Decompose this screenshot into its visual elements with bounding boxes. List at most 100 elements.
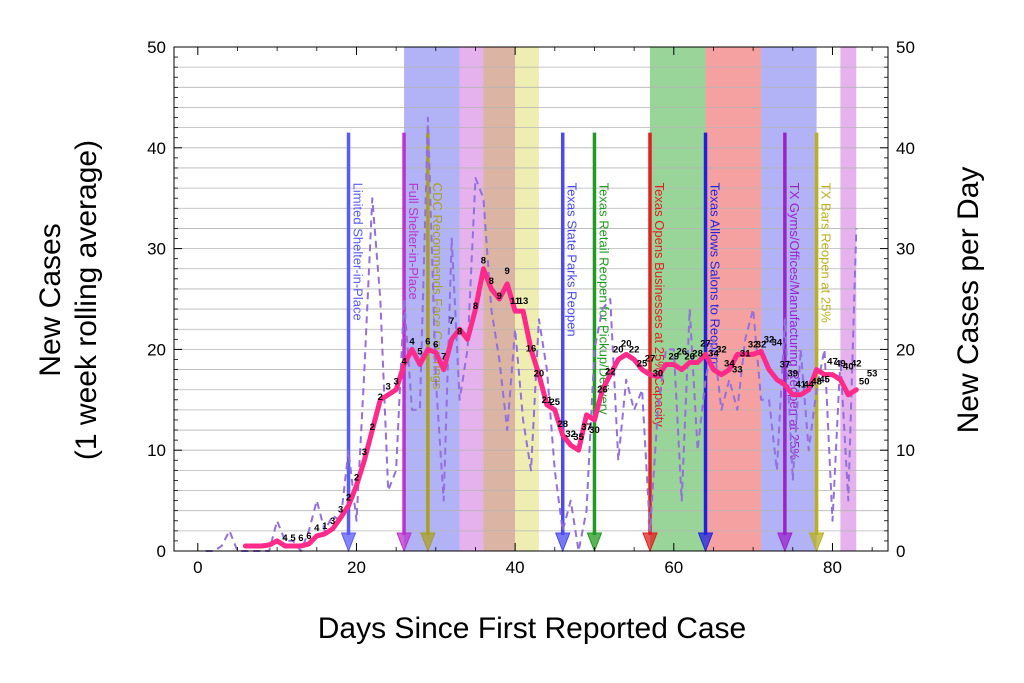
data-point-label: 28 <box>557 419 568 430</box>
data-point-label: 16 <box>526 343 537 354</box>
data-point-label: 25 <box>550 397 561 408</box>
x-axis-label: Days Since First Reported Case <box>318 612 747 645</box>
event-label: CDC Recommends Face Coverings <box>430 183 445 390</box>
data-point-label: 34 <box>708 348 719 359</box>
y-tick-label-right: 0 <box>896 542 905 561</box>
shaded-band <box>650 47 706 551</box>
shaded-band <box>705 47 762 551</box>
event-label: Texas State Parks Reopen <box>565 183 580 337</box>
daily-cases-line <box>205 116 858 552</box>
y-tick-label-right: 40 <box>896 139 915 158</box>
y-tick-label: 50 <box>147 38 166 57</box>
data-point-label: 3 <box>330 516 335 527</box>
data-point-label: 3 <box>393 377 398 388</box>
y-tick-label: 0 <box>157 542 166 561</box>
event-label: Full Shelter-in-Place <box>406 183 421 300</box>
shaded-band <box>459 47 484 551</box>
data-point-label: 1 <box>322 521 328 532</box>
data-point-label: 33 <box>732 365 743 376</box>
data-point-label: 8 <box>473 301 478 312</box>
y-axis-label-left-line2: (1 week rolling average) <box>70 140 103 460</box>
y-tick-label-right: 50 <box>896 38 915 57</box>
y-axis-label-left-line1: New Cases <box>34 223 67 376</box>
data-point-label: 6 <box>433 339 438 350</box>
event-label: Texas Allows Salons to Reopen <box>708 183 723 364</box>
x-tick-label: 20 <box>347 558 366 577</box>
data-point-label: 28 <box>692 348 703 359</box>
data-point-label: 20 <box>621 338 632 349</box>
data-point-label: 6 <box>298 533 303 544</box>
data-point-label: 2 <box>354 472 359 483</box>
event-arrow-head <box>642 532 658 553</box>
data-point-label: 4 <box>409 336 415 347</box>
x-tick-label: 40 <box>506 558 525 577</box>
data-point-label: 37 <box>780 360 791 371</box>
data-point-label: 3 <box>362 447 367 458</box>
data-point-label: 7 <box>441 351 446 362</box>
data-point-label: 26 <box>597 385 608 396</box>
daily-cases-series <box>205 116 858 552</box>
data-point-label: 27 <box>645 353 656 364</box>
data-point-label: 9 <box>505 266 510 277</box>
data-point-label: 34 <box>772 337 783 348</box>
data-point-label: 49 <box>835 359 846 370</box>
data-point-label: 32 <box>748 339 759 350</box>
rolling-average-series <box>242 266 859 549</box>
event-arrow-head <box>420 532 436 553</box>
event-arrow-head <box>697 532 714 553</box>
data-point-label: 11 <box>510 296 521 307</box>
x-tick-label: 0 <box>193 558 202 577</box>
data-point-label: 45 <box>819 375 830 386</box>
data-point-label: 22 <box>629 344 640 355</box>
data-point-label: 3 <box>338 505 343 516</box>
data-point-label: 6 <box>425 336 430 347</box>
event-arrow-head <box>586 532 603 553</box>
data-point-label: 26 <box>684 351 695 362</box>
event-label: Texas Retail Reopen for Pickup/Delivery <box>596 183 611 415</box>
data-point-label: 4 <box>282 533 288 544</box>
data-point-label: 20 <box>613 344 624 355</box>
data-point-label: 40 <box>843 362 854 373</box>
shaded-band <box>404 47 460 551</box>
x-tick-label: 60 <box>664 558 683 577</box>
event-arrow-head <box>340 532 357 553</box>
data-point-label: 4 <box>314 523 320 534</box>
data-point-label: 21 <box>542 395 553 406</box>
data-point-label: 34 <box>724 359 735 370</box>
data-point-label: 30 <box>589 425 600 436</box>
event-label: TX Bars Reopen at 25% <box>819 183 834 324</box>
y-tick-label-right: 20 <box>896 340 915 359</box>
data-point-label: 8 <box>481 256 486 267</box>
data-point-label: 31 <box>740 348 751 359</box>
y-tick-label: 20 <box>147 340 166 359</box>
data-point-label: 20 <box>534 369 545 380</box>
data-point-label: 32 <box>565 429 576 440</box>
data-point-label: 42 <box>851 359 862 370</box>
y-tick-label-right: 10 <box>896 441 915 460</box>
event-label: TX Gyms/Offices/Manufacturing Reopen at … <box>787 183 802 461</box>
data-point-label: 2 <box>378 392 383 403</box>
event-arrow-head <box>808 532 825 553</box>
event-arrow-head <box>396 532 412 553</box>
data-point-label: 8 <box>457 326 462 337</box>
data-point-label: 29 <box>669 351 680 362</box>
y-axis-label-right: New Cases per Day <box>952 167 985 434</box>
data-point-label: 7 <box>449 316 454 327</box>
data-point-label: 32 <box>764 334 775 345</box>
event-arrow-head <box>777 532 793 553</box>
data-point-label: 47 <box>827 357 838 368</box>
data-point-label: 4 <box>401 357 407 368</box>
event-arrow-head <box>555 532 571 553</box>
data-point-label: 32 <box>756 339 767 350</box>
data-point-label: 32 <box>716 344 727 355</box>
data-point-label: 5 <box>290 533 296 544</box>
data-point-label: 41 <box>795 380 806 391</box>
rolling-average-line <box>242 266 859 549</box>
data-point-label: 30 <box>653 369 664 380</box>
data-point-label: 22 <box>605 367 616 378</box>
data-point-label: 35 <box>573 432 584 443</box>
data-point-label: 39 <box>788 369 799 380</box>
data-point-label: 2 <box>346 493 351 504</box>
